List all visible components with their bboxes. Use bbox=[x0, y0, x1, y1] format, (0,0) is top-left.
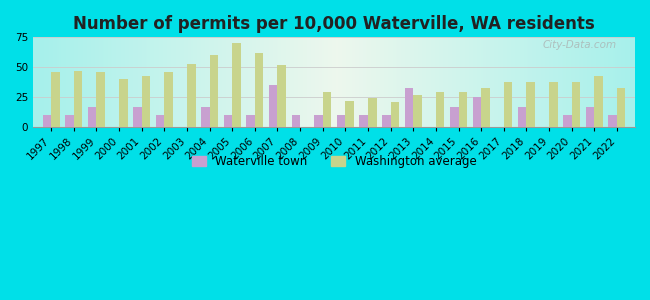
Bar bbox=[96, 72, 105, 127]
Title: Number of permits per 10,000 Waterville, WA residents: Number of permits per 10,000 Waterville,… bbox=[73, 15, 595, 33]
Bar bbox=[255, 53, 263, 127]
Text: City-Data.com: City-Data.com bbox=[543, 40, 617, 50]
Bar bbox=[96, 72, 105, 127]
Bar bbox=[458, 92, 467, 127]
Bar bbox=[337, 115, 345, 127]
Bar bbox=[337, 115, 345, 127]
Bar bbox=[450, 106, 458, 127]
Bar bbox=[617, 88, 625, 127]
Bar bbox=[187, 64, 196, 127]
Bar bbox=[526, 82, 535, 127]
Bar bbox=[133, 106, 142, 127]
Bar bbox=[359, 115, 368, 127]
Bar bbox=[269, 85, 278, 127]
Bar bbox=[382, 115, 391, 127]
Bar bbox=[586, 106, 594, 127]
Bar bbox=[405, 88, 413, 127]
Bar bbox=[481, 88, 489, 127]
Bar bbox=[232, 43, 241, 127]
Bar bbox=[74, 71, 83, 127]
Bar bbox=[291, 115, 300, 127]
Bar bbox=[209, 55, 218, 127]
Bar bbox=[458, 92, 467, 127]
Bar bbox=[88, 106, 96, 127]
Bar bbox=[88, 106, 96, 127]
Bar bbox=[518, 106, 527, 127]
Bar bbox=[224, 115, 232, 127]
Bar bbox=[594, 76, 603, 127]
Bar bbox=[549, 82, 558, 127]
Bar bbox=[246, 115, 255, 127]
Bar bbox=[563, 115, 571, 127]
Bar bbox=[617, 88, 625, 127]
Bar bbox=[51, 72, 60, 127]
Bar bbox=[413, 95, 422, 127]
Bar bbox=[526, 82, 535, 127]
Bar bbox=[345, 100, 354, 127]
Bar bbox=[119, 79, 127, 127]
Bar bbox=[142, 76, 150, 127]
Bar bbox=[571, 82, 580, 127]
Bar bbox=[156, 115, 164, 127]
Bar bbox=[133, 106, 142, 127]
Bar bbox=[74, 71, 83, 127]
Bar bbox=[65, 115, 74, 127]
Bar bbox=[43, 115, 51, 127]
Bar bbox=[246, 115, 255, 127]
Bar bbox=[119, 79, 127, 127]
Bar bbox=[269, 85, 278, 127]
Bar bbox=[164, 72, 173, 127]
Bar bbox=[608, 115, 617, 127]
Bar bbox=[563, 115, 571, 127]
Bar bbox=[314, 115, 323, 127]
Bar bbox=[481, 88, 489, 127]
Bar bbox=[51, 72, 60, 127]
Bar bbox=[164, 72, 173, 127]
Bar bbox=[278, 65, 286, 127]
Bar bbox=[391, 102, 399, 127]
Bar bbox=[201, 106, 209, 127]
Bar bbox=[359, 115, 368, 127]
Bar bbox=[368, 98, 376, 127]
Bar bbox=[549, 82, 558, 127]
Bar bbox=[405, 88, 413, 127]
Bar bbox=[314, 115, 323, 127]
Bar bbox=[224, 115, 232, 127]
Bar bbox=[608, 115, 617, 127]
Bar bbox=[450, 106, 458, 127]
Bar bbox=[473, 97, 481, 127]
Bar bbox=[291, 115, 300, 127]
Bar bbox=[436, 92, 445, 127]
Bar bbox=[504, 82, 512, 127]
Bar bbox=[594, 76, 603, 127]
Bar bbox=[201, 106, 209, 127]
Bar bbox=[504, 82, 512, 127]
Bar bbox=[345, 100, 354, 127]
Bar bbox=[323, 92, 332, 127]
Bar bbox=[586, 106, 594, 127]
Bar bbox=[232, 43, 241, 127]
Bar bbox=[255, 53, 263, 127]
Bar bbox=[65, 115, 74, 127]
Bar bbox=[436, 92, 445, 127]
Bar bbox=[156, 115, 164, 127]
Bar bbox=[209, 55, 218, 127]
Bar bbox=[413, 95, 422, 127]
Bar bbox=[391, 102, 399, 127]
Bar bbox=[142, 76, 150, 127]
Bar bbox=[278, 65, 286, 127]
Bar bbox=[518, 106, 527, 127]
Bar bbox=[187, 64, 196, 127]
Bar bbox=[43, 115, 51, 127]
Bar bbox=[382, 115, 391, 127]
Legend: Waterville town, Washington average: Waterville town, Washington average bbox=[187, 151, 481, 173]
Bar bbox=[571, 82, 580, 127]
Bar bbox=[473, 97, 481, 127]
Bar bbox=[368, 98, 376, 127]
Bar bbox=[323, 92, 332, 127]
